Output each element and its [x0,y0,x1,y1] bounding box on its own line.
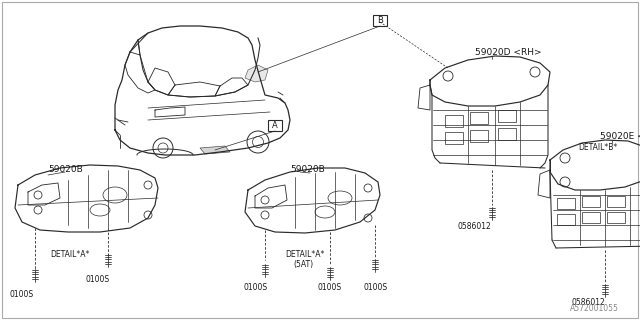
Text: 59020D <RH>: 59020D <RH> [475,48,541,57]
Text: B: B [377,16,383,25]
Text: DETAIL*A*: DETAIL*A* [285,250,324,259]
Bar [445,132,463,144]
Polygon shape [200,146,230,154]
Text: DETAIL*B*: DETAIL*B* [578,143,617,152]
Text: 0100S: 0100S [363,283,387,292]
Text: A572001055: A572001055 [570,304,619,313]
Text: 59020B: 59020B [290,165,324,174]
Bar [470,112,488,124]
Text: 0100S: 0100S [10,290,34,299]
Text: 59020E <LH>: 59020E <LH> [600,132,640,141]
Bar [557,198,575,209]
Text: 59020B: 59020B [48,165,83,174]
Text: (5AT): (5AT) [293,260,313,269]
Bar [582,196,600,207]
Bar [498,128,516,140]
Text: 0100S: 0100S [243,283,267,292]
Bar [498,110,516,122]
Bar [373,15,387,26]
Polygon shape [245,65,268,82]
Bar [582,212,600,223]
Bar [607,212,625,223]
Text: 0100S: 0100S [318,283,342,292]
Text: 0586012: 0586012 [572,298,605,307]
Bar [470,130,488,142]
Bar [607,196,625,207]
Bar [268,120,282,131]
Text: 0100S: 0100S [85,275,109,284]
Text: 0586012: 0586012 [458,222,492,231]
Bar [557,214,575,225]
Bar [445,115,463,127]
Text: DETAIL*A*: DETAIL*A* [50,250,90,259]
Text: A: A [272,121,278,130]
